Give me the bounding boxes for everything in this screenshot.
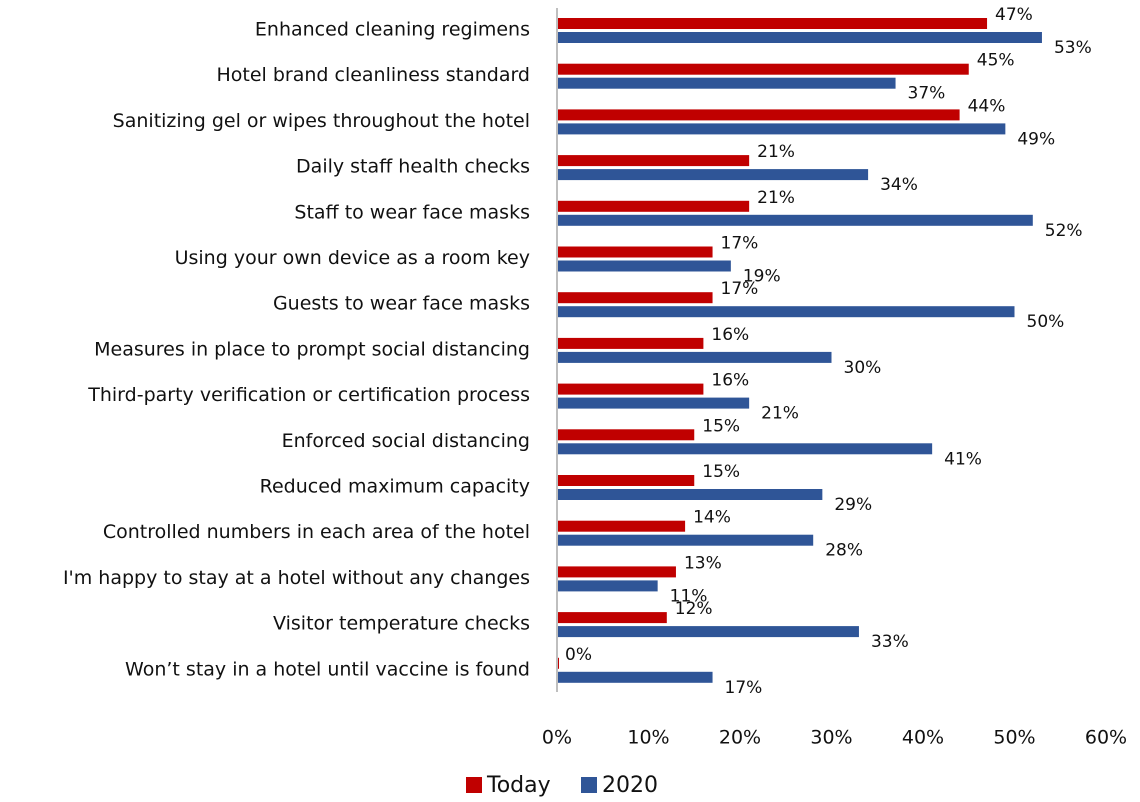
bar (557, 155, 750, 167)
bar (557, 109, 960, 121)
x-tick-label: 40% (902, 727, 944, 749)
bar (557, 351, 832, 363)
y-tick-label: Visitor temperature checks (273, 613, 530, 635)
value-label: 30% (844, 358, 882, 378)
bar (557, 671, 713, 683)
y-tick-label: Controlled numbers in each area of the h… (103, 521, 530, 543)
bar (557, 32, 1042, 43)
bar (557, 260, 731, 272)
value-label: 16% (711, 325, 749, 345)
bar (557, 580, 658, 592)
value-label: 28% (825, 541, 863, 561)
value-label: 0% (565, 645, 592, 665)
bar (557, 612, 667, 624)
y-tick-label: Enforced social distancing (282, 430, 530, 452)
x-tick-label: 10% (627, 727, 669, 749)
y-tick-label: I'm happy to stay at a hotel without any… (63, 567, 530, 589)
value-label: 21% (757, 142, 795, 162)
bar (557, 77, 896, 89)
bar (557, 337, 704, 349)
value-label: 45% (977, 51, 1015, 71)
value-label: 53% (1054, 38, 1092, 58)
value-label: 17% (721, 279, 759, 299)
value-label: 21% (757, 188, 795, 208)
value-label: 33% (871, 632, 909, 652)
value-label: 14% (693, 508, 731, 528)
bar (557, 246, 713, 258)
bar (557, 292, 713, 304)
value-label: 47% (995, 5, 1033, 25)
bar (557, 489, 823, 500)
value-label: 41% (944, 449, 982, 469)
value-label: 52% (1045, 221, 1083, 241)
bar (557, 626, 859, 638)
y-tick-label: Sanitizing gel or wipes throughout the h… (113, 110, 530, 132)
value-label: 37% (908, 84, 946, 104)
x-tick-label: 30% (810, 727, 852, 749)
bar (557, 534, 814, 546)
bar (557, 18, 988, 29)
y-tick-label: Hotel brand cleanliness standard (216, 64, 530, 86)
bar (557, 123, 1006, 135)
bar (557, 475, 695, 486)
bar (557, 63, 969, 75)
legend-label: 2020 (602, 773, 658, 798)
y-tick-label: Won’t stay in a hotel until vaccine is f… (125, 658, 530, 680)
y-tick-label: Guests to wear face masks (273, 293, 530, 315)
value-label: 44% (968, 96, 1006, 116)
value-label: 34% (880, 175, 918, 195)
value-label: 13% (684, 553, 722, 573)
bar (557, 200, 750, 212)
y-tick-label: Measures in place to prompt social dista… (94, 338, 530, 360)
x-tick-label: 50% (993, 727, 1035, 749)
x-tick-label: 0% (542, 727, 572, 749)
bar (557, 214, 1033, 226)
bar (557, 566, 676, 578)
value-label: 15% (702, 416, 740, 436)
value-label: 11% (670, 586, 708, 606)
value-label: 17% (725, 678, 763, 698)
y-tick-label: Using your own device as a room key (175, 247, 530, 269)
value-label: 19% (743, 267, 781, 287)
value-label: 17% (721, 234, 759, 254)
value-label: 15% (702, 462, 740, 482)
value-label: 21% (761, 404, 799, 424)
value-label: 49% (1017, 129, 1055, 149)
bar (557, 429, 695, 441)
y-tick-label: Enhanced cleaning regimens (255, 19, 530, 41)
bar (557, 306, 1015, 318)
bar (557, 169, 869, 181)
y-tick-label: Staff to wear face masks (294, 201, 530, 223)
bar (557, 397, 750, 409)
value-label: 50% (1027, 312, 1065, 332)
legend-swatch (466, 777, 482, 793)
bar (557, 520, 686, 532)
bar (557, 443, 933, 455)
legend-label: Today (486, 773, 551, 798)
y-tick-label: Reduced maximum capacity (260, 476, 530, 498)
x-tick-label: 60% (1085, 727, 1127, 749)
legend-swatch (581, 777, 597, 793)
value-label: 12% (675, 599, 713, 619)
x-tick-label: 20% (719, 727, 761, 749)
y-tick-label: Daily staff health checks (296, 156, 530, 178)
value-label: 29% (834, 495, 872, 515)
y-tick-label: Third-party verification or certificatio… (87, 384, 530, 406)
bar (557, 383, 704, 395)
value-label: 16% (711, 371, 749, 391)
